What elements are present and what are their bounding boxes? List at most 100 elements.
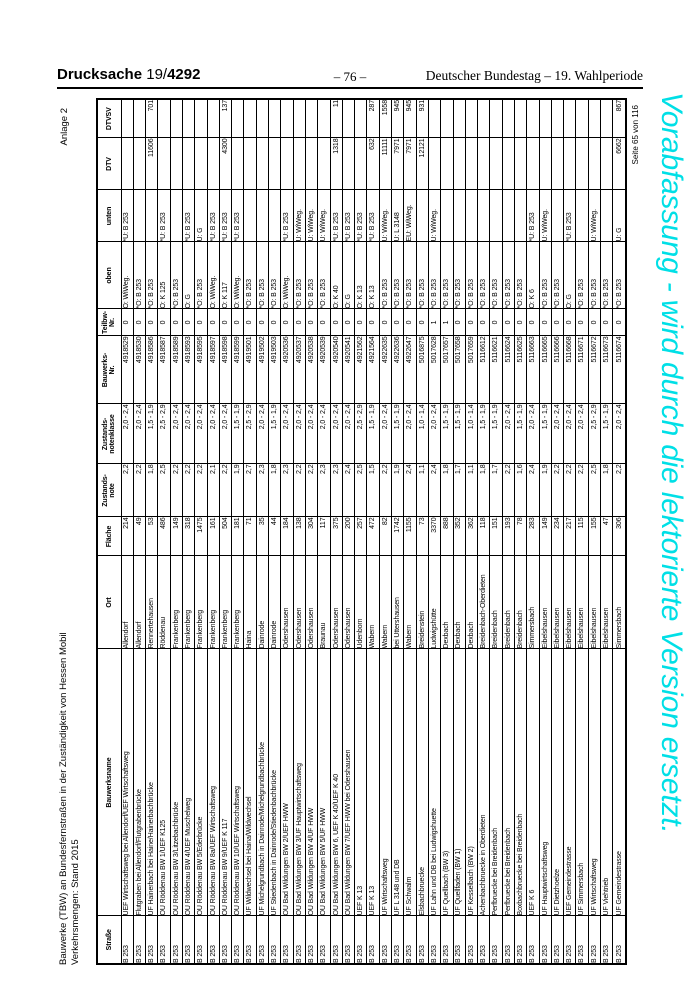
table-cell [502, 138, 515, 190]
table-cell [293, 138, 306, 190]
table-row: B 253 UEF Gemeindestrasse Eibelshausen 217 2… [563, 99, 576, 964]
table-cell: B 253 [391, 916, 404, 964]
table-cell [280, 99, 294, 138]
table-cell: 0 [612, 309, 626, 336]
table-cell: 11111 [379, 138, 392, 190]
table-cell: OU Bad Wildungen BW 6, UEF K 40/UEF K 40 [330, 649, 343, 916]
table-cell: 1,5 - 1,9 [231, 404, 244, 464]
table-cell: 1,6 [514, 464, 527, 517]
page-header: Drucksache 19/4292 – 76 – Deutscher Bund… [57, 66, 643, 86]
table-cell: Wabern [379, 556, 392, 649]
anlage-label: Anlage 2 [59, 108, 70, 146]
table-cell: 0 [170, 309, 183, 336]
table-cell: UF Michelgrundbach in Dainrode/Michelgru… [256, 649, 269, 916]
table-cell: 2,0 - 2,4 [575, 404, 589, 464]
table-cell: 2,0 - 2,4 [182, 404, 195, 464]
table-cell: *O: B 253 [477, 242, 490, 309]
table-cell [465, 190, 478, 242]
table-cell: 2,2 [219, 464, 232, 517]
table-cell: 53 [145, 517, 158, 556]
table-cell: 0 [379, 309, 392, 336]
column-header: Bauwerks- Nr. [97, 336, 121, 404]
table-cell: *O: B 253 [317, 242, 331, 309]
table-cell [514, 138, 527, 190]
table-row: B 253 UF Lahn und DB bei Ludwigshuette Lud… [428, 99, 441, 964]
table-cell: UF Hainerbach bei Haine/Hainerbachbrücke [145, 649, 158, 916]
table-cell: U: G [612, 190, 626, 242]
table-cell: 472 [366, 517, 380, 556]
table-cell [305, 138, 318, 190]
table-cell: UF Gemeindestrasse [612, 649, 626, 916]
table-cell: 0 [416, 309, 429, 336]
table-cell: Eibelshausen [563, 556, 576, 649]
table-cell: 5116672 [588, 336, 601, 404]
table-cell: 2,5 [354, 464, 367, 517]
table-row: B 253 UF L 3148 und DB bei Uttershausen 174… [391, 99, 404, 964]
table-row: B 253 UF Simmersbach Eibelshausen 115 2,2 2,0… [575, 99, 589, 964]
table-cell: 2,0 - 2,4 [342, 404, 355, 464]
table-cell: Allendorf [133, 556, 146, 649]
table-cell [440, 99, 454, 138]
table-cell: Eibelshausen [539, 556, 552, 649]
table-cell: 184 [280, 517, 294, 556]
table-cell: UF Lahn und DB bei Ludwigshuette [428, 649, 441, 916]
table-cell [256, 138, 269, 190]
table-cell: 2,2 [133, 464, 146, 517]
table-cell: 4918589 [170, 336, 183, 404]
table-cell: 867 [612, 99, 626, 138]
table-cell: 0 [145, 309, 158, 336]
table-cell: 1,5 - 1,9 [477, 404, 490, 464]
table-cell: 5017659 [465, 336, 478, 404]
table-cell [342, 99, 355, 138]
table-cell: 71 [243, 517, 257, 556]
table-cell [465, 99, 478, 138]
table-cell: 2,0 - 2,4 [219, 404, 232, 464]
table-cell: B 253 [207, 916, 220, 964]
table-cell: UEF K 6 [526, 649, 540, 916]
table-cell: 4919503 [268, 336, 281, 404]
table-cell: B 253 [600, 916, 613, 964]
table-cell: Odershausen [280, 556, 294, 649]
table-cell: B 253 [539, 916, 552, 964]
table-cell: 318 [182, 517, 195, 556]
table-cell: B 253 [514, 916, 527, 964]
table-cell: 2,2 [612, 464, 626, 517]
table-cell: 4918586 [145, 336, 158, 404]
table-cell: *O: B 253 [612, 242, 626, 309]
column-header: Zustands- note [97, 464, 121, 517]
table-cell: UF Simmersbach [575, 649, 589, 916]
table-cell: *O: B 253 [489, 242, 503, 309]
table-cell: EU: WiWeg. [403, 190, 417, 242]
table-cell [539, 138, 552, 190]
table-cell: 2,2 [563, 464, 576, 517]
table-cell: 0 [453, 309, 466, 336]
table-cell: 2,0 - 2,4 [194, 404, 208, 464]
table-cell: 2,0 - 2,4 [121, 404, 134, 464]
table-cell: 1,1 [416, 464, 429, 517]
table-row: B 253 UF Hauptwirtschaftsweg Eibelshausen 1… [539, 99, 552, 964]
table-cell [256, 99, 269, 138]
table-row: B 253 UF Gemeindestrasse Simmersbach 306 2,2… [612, 99, 626, 964]
table-cell: OU Röddenau BW 5/Ederbrücke [194, 649, 208, 916]
table-row: B 253 OU Bad Wildungen BW 3/UF Hauptwirts… [293, 99, 306, 964]
table-cell: 7971 [391, 138, 404, 190]
column-header: Straße [97, 916, 121, 964]
table-cell: 4920536 [280, 336, 294, 404]
table-cell: 2,0 - 2,4 [428, 404, 441, 464]
table-cell: 0 [465, 309, 478, 336]
table-cell [243, 190, 257, 242]
table-cell: 1,8 [477, 464, 490, 517]
table-cell: B 253 [575, 916, 589, 964]
table-cell: 1,9 [391, 464, 404, 517]
table-cell: 35 [256, 517, 269, 556]
table-cell: 0 [551, 309, 564, 336]
table-cell: OU Röddenau BW 1/UEF K125 [157, 649, 171, 916]
margin-note-line1: Bauwerke (TBW) an Bundesfernstraßen in d… [58, 632, 69, 965]
table-cell [157, 99, 171, 138]
drucksache-number-prefix: 19/ [146, 66, 168, 83]
table-cell: 2,4 [342, 464, 355, 517]
table-cell [268, 190, 281, 242]
table-cell: 200 [342, 517, 355, 556]
table-cell: 4920537 [293, 336, 306, 404]
